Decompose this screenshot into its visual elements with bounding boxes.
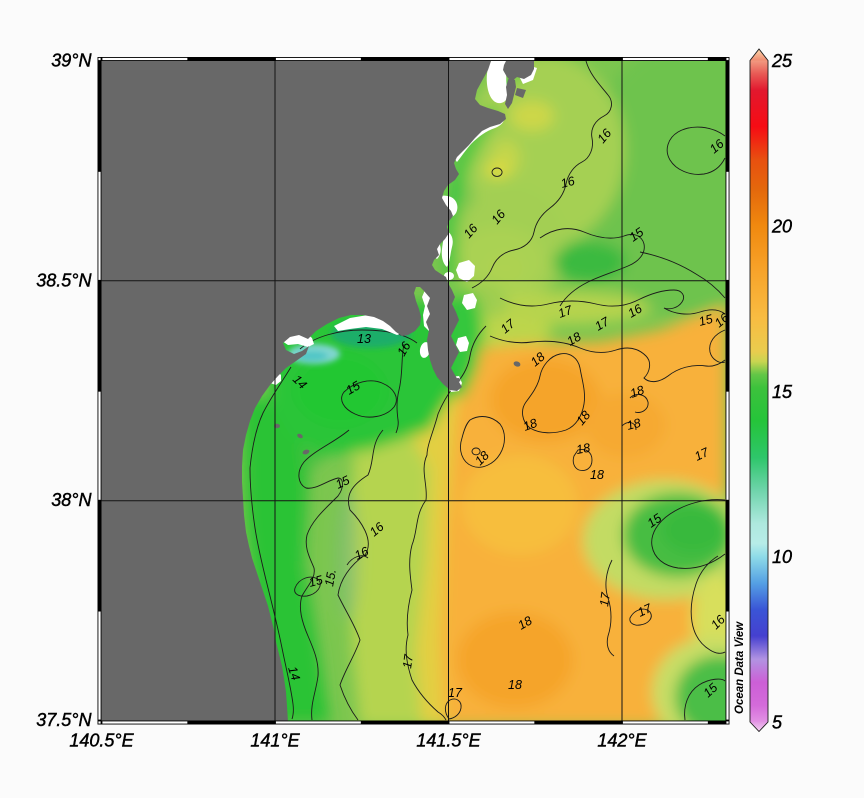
svg-text:140.5°E: 140.5°E xyxy=(69,731,134,751)
svg-text:18: 18 xyxy=(628,383,646,401)
svg-text:16: 16 xyxy=(352,544,371,563)
svg-text:16: 16 xyxy=(707,137,727,157)
svg-text:10: 10 xyxy=(772,547,792,567)
svg-text:18: 18 xyxy=(516,613,535,632)
svg-text:39°N: 39°N xyxy=(51,51,92,71)
svg-text:Ocean Data View: Ocean Data View xyxy=(734,621,746,714)
svg-text:17: 17 xyxy=(635,601,654,620)
svg-text:15: 15 xyxy=(627,225,646,244)
svg-text:15: 15 xyxy=(645,511,664,530)
svg-text:15: 15 xyxy=(344,378,363,397)
svg-text:14: 14 xyxy=(285,665,303,683)
svg-text:20: 20 xyxy=(771,216,792,236)
svg-text:16: 16 xyxy=(394,339,413,358)
svg-text:15.: 15. xyxy=(322,568,339,588)
svg-text:18: 18 xyxy=(625,416,642,433)
svg-text:18: 18 xyxy=(575,441,591,457)
svg-text:18: 18 xyxy=(521,416,539,434)
svg-text:15: 15 xyxy=(697,312,714,329)
svg-text:38°N: 38°N xyxy=(51,490,92,510)
svg-text:18: 18 xyxy=(508,678,522,692)
svg-text:17: 17 xyxy=(692,445,711,464)
svg-text:17: 17 xyxy=(597,591,613,608)
svg-text:16: 16 xyxy=(559,174,576,191)
svg-text:15: 15 xyxy=(333,473,352,492)
svg-text:141.5°E: 141.5°E xyxy=(416,731,481,751)
svg-text:18: 18 xyxy=(590,468,604,482)
svg-text:16: 16 xyxy=(708,612,728,632)
svg-text:15: 15 xyxy=(307,573,324,590)
svg-text:17: 17 xyxy=(448,686,463,700)
svg-text:13: 13 xyxy=(357,332,371,346)
svg-text:37.5°N: 37.5°N xyxy=(36,710,92,730)
svg-text:15: 15 xyxy=(772,382,793,402)
svg-text:142°E: 142°E xyxy=(597,731,647,751)
svg-text:38.5°N: 38.5°N xyxy=(36,270,92,290)
svg-text:18: 18 xyxy=(565,329,584,348)
svg-text:141°E: 141°E xyxy=(250,731,300,751)
svg-text:17: 17 xyxy=(556,303,575,321)
svg-text:5: 5 xyxy=(772,713,783,733)
svg-text:16: 16 xyxy=(626,301,645,320)
svg-text:25: 25 xyxy=(771,51,793,71)
svg-text:17: 17 xyxy=(400,653,416,670)
